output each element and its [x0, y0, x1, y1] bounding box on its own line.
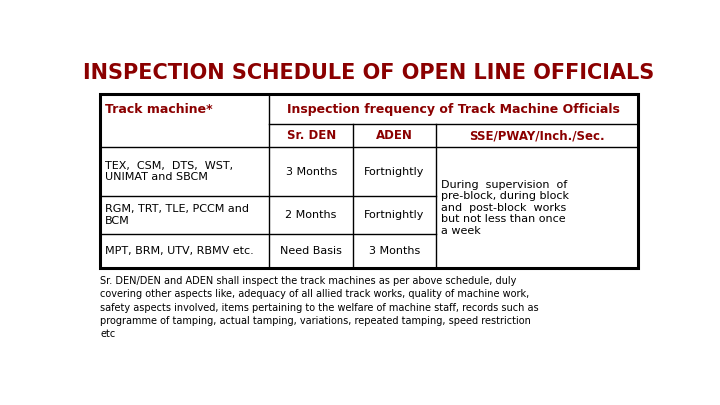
Text: 3 Months: 3 Months [286, 166, 337, 177]
Bar [100, 94, 638, 269]
Text: TEX,  CSM,  DTS,  WST,
UNIMAT and SBCM: TEX, CSM, DTS, WST, UNIMAT and SBCM [104, 161, 233, 182]
Text: Need Basis: Need Basis [280, 246, 342, 256]
Text: 3 Months: 3 Months [369, 246, 420, 256]
Text: MPT, BRM, UTV, RBMV etc.: MPT, BRM, UTV, RBMV etc. [104, 246, 253, 256]
Text: Sr. DEN: Sr. DEN [287, 129, 336, 142]
Text: During  supervision  of
pre-block, during block
and  post-block  works
but not l: During supervision of pre-block, during … [441, 179, 569, 236]
Text: SSE/PWAY/Inch./Sec.: SSE/PWAY/Inch./Sec. [469, 129, 605, 142]
Text: Sr. DEN/DEN and ADEN shall inspect the track machines as per above schedule, dul: Sr. DEN/DEN and ADEN shall inspect the t… [100, 276, 539, 339]
Text: INSPECTION SCHEDULE OF OPEN LINE OFFICIALS: INSPECTION SCHEDULE OF OPEN LINE OFFICIA… [84, 63, 654, 83]
Text: Fortnightly: Fortnightly [364, 166, 425, 177]
Text: RGM, TRT, TLE, PCCM and
BCM: RGM, TRT, TLE, PCCM and BCM [104, 204, 248, 226]
Text: Inspection frequency of Track Machine Officials: Inspection frequency of Track Machine Of… [287, 102, 620, 115]
Text: 2 Months: 2 Months [286, 210, 337, 220]
Text: Fortnightly: Fortnightly [364, 210, 425, 220]
Text: ADEN: ADEN [376, 129, 413, 142]
Text: Track machine*: Track machine* [104, 102, 212, 115]
